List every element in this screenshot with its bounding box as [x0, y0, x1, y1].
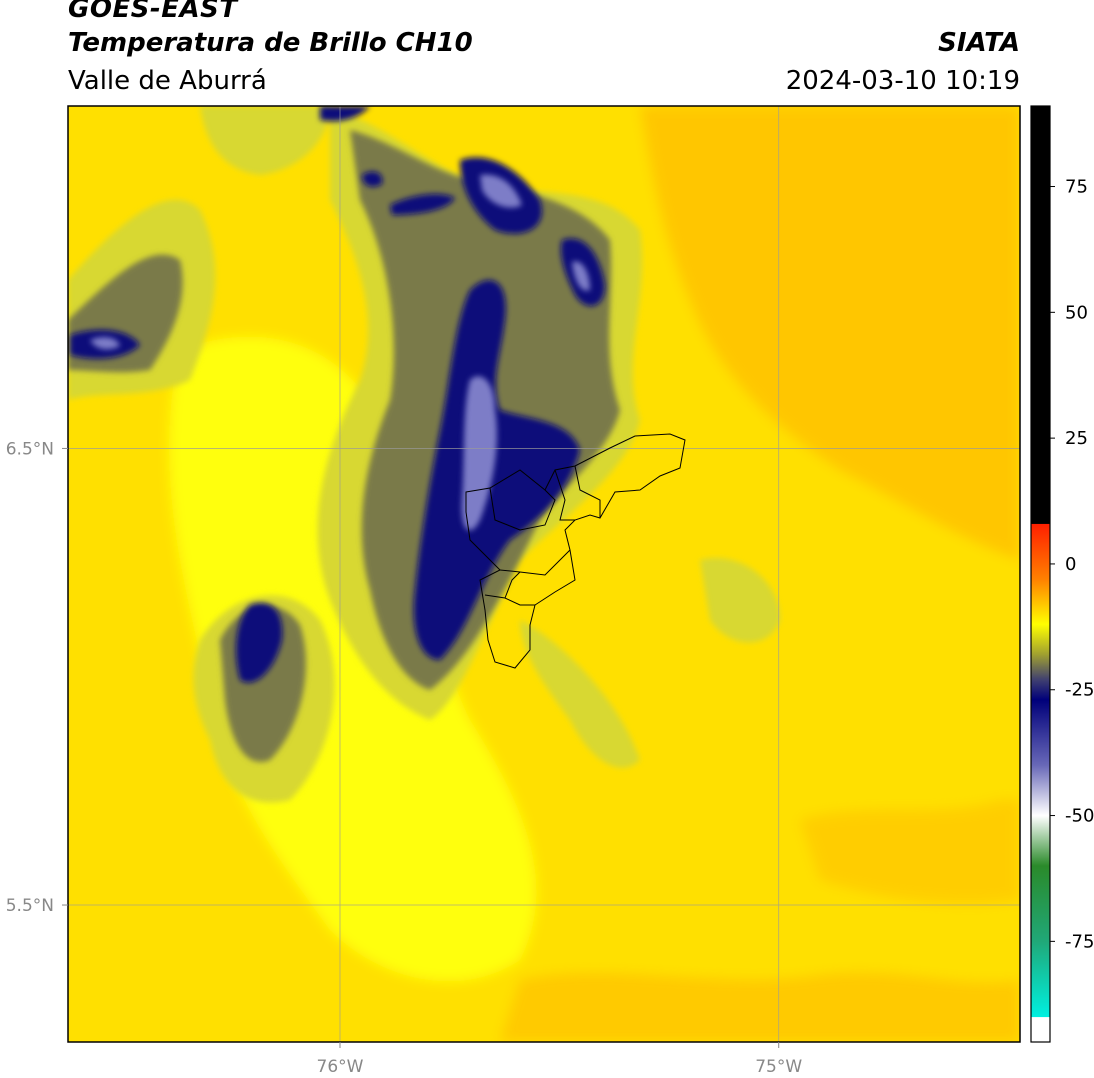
- cloud-south-streak: [520, 620, 640, 768]
- municipality-line-6: [504, 571, 521, 599]
- municipality-line-4: [499, 549, 571, 576]
- colorbar-tick-label: 50: [1065, 302, 1088, 323]
- map-panel: [68, 106, 1020, 1042]
- gridlines: [68, 106, 1020, 1042]
- colorbar-tick-label: 75: [1065, 177, 1088, 198]
- colorbar-tick-label: 0: [1065, 554, 1076, 575]
- product-title: Temperatura de Brillo CH10: [68, 28, 473, 58]
- region-subtitle: Valle de Aburrá: [68, 66, 267, 96]
- cloud-core-central: [413, 280, 580, 660]
- warm-area-east: [640, 106, 1020, 560]
- bright-yellow-region: [169, 336, 537, 982]
- lon-tick-label: 75°W: [755, 1057, 802, 1077]
- cloud-top-north: [480, 174, 522, 208]
- lat-tick-label: 5.5°N: [6, 896, 54, 916]
- municipality-line-2: [554, 469, 575, 521]
- cloud-layer-bright: [90, 174, 590, 531]
- cloud-core-small: [362, 171, 383, 187]
- cloud-top-central: [461, 376, 497, 531]
- colorbar-tick-label: -25: [1065, 680, 1094, 701]
- colorbar-ticks: 75 50 25 0 -25 -50 -75: [1050, 177, 1094, 952]
- colorbar-tick-label: 25: [1065, 428, 1088, 449]
- municipality-line-3: [574, 465, 601, 518]
- lat-tick-label: 6.5°N: [6, 439, 54, 459]
- municipality-line-5: [484, 594, 535, 606]
- cloud-core-top: [320, 106, 370, 122]
- colorbar-tick-label: -75: [1065, 931, 1094, 952]
- colorbar-tick-label: -50: [1065, 806, 1094, 827]
- municipality-boundaries: [465, 433, 686, 669]
- cloud-core-north-band: [390, 194, 455, 215]
- cloud-north-top: [200, 106, 330, 175]
- lat-tick-labels: 6.5°N 5.5°N: [6, 439, 68, 916]
- warm-area-southeast: [800, 800, 1020, 904]
- bright-band: [169, 336, 537, 982]
- warm-area-south: [500, 972, 1020, 1042]
- cloud-core-sw: [235, 603, 283, 683]
- map-frame: [67, 105, 1021, 1043]
- agency-title: SIATA: [938, 28, 1020, 58]
- colorbar-frame: [1030, 105, 1051, 1043]
- warm-areas: [500, 106, 1020, 1042]
- cloud-east-outer: [700, 558, 780, 643]
- datetime-label: 2024-03-10 10:19: [785, 66, 1020, 96]
- cloud-top-ne: [572, 261, 590, 291]
- satellite-title: GOES-EAST: [68, 0, 238, 24]
- colorbar-fill: [1031, 106, 1050, 1042]
- lon-tick-labels: 76°W 75°W: [317, 1042, 802, 1077]
- cloud-top-nw: [90, 337, 120, 350]
- municipality-line-1: [489, 487, 556, 531]
- lon-tick-label: 76°W: [317, 1057, 364, 1077]
